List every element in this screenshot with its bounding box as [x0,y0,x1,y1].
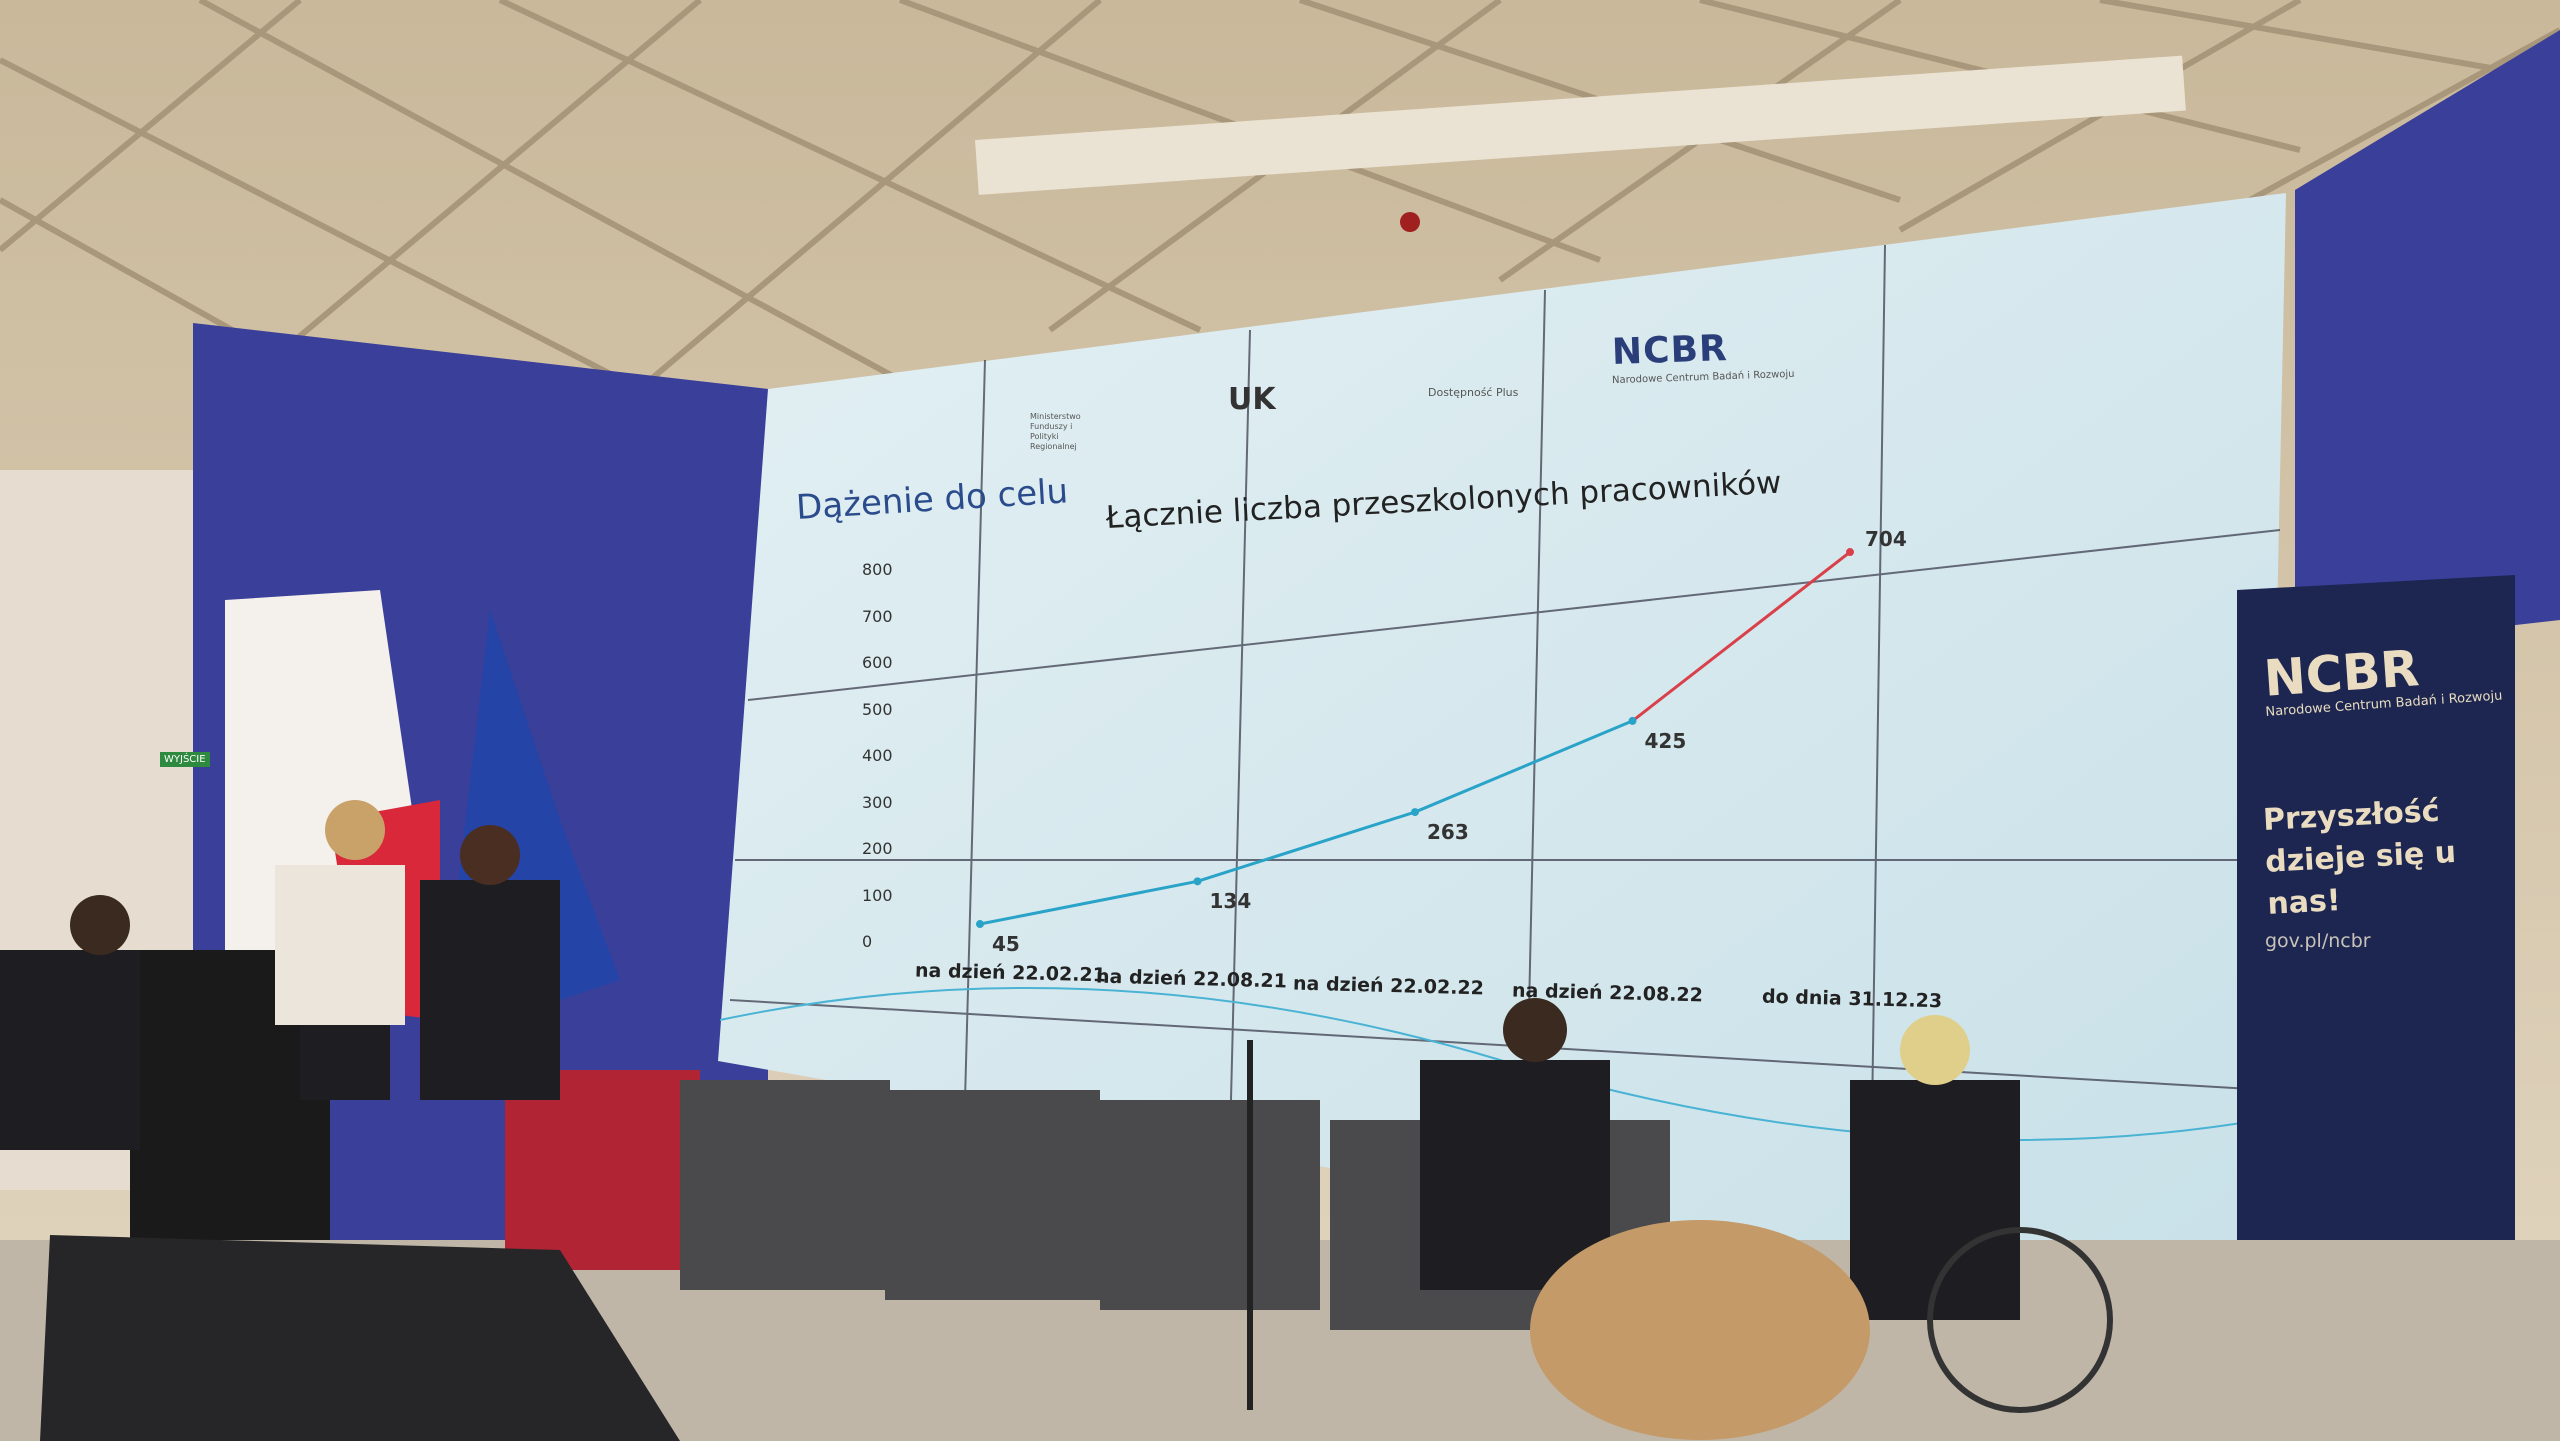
y-tick-label: 700 [862,606,893,626]
projector-housing [975,55,2186,195]
ncbr-logo: NCBR [1611,327,1729,374]
chart-line-segment [1414,719,1634,814]
x-tick-label: do dnia 31.12.23 [1761,985,1943,1013]
exit-sign: WYJŚCIE [160,752,210,767]
uk-logo: UK [1228,382,1276,417]
chart-data-point [1193,877,1202,886]
wheelchair-wheel [1927,1227,2113,1413]
y-tick-label: 500 [862,699,893,719]
fire-alarm [1400,212,1420,232]
y-tick-label: 0 [862,932,873,951]
backdrop-right [2295,30,2560,650]
chart-data-point [976,920,984,929]
chart-data-point [1628,716,1637,725]
y-tick-label: 200 [862,839,893,858]
ncbr-standee [2237,575,2515,1441]
y-tick-label: 100 [862,885,893,905]
chart-data-point [1411,808,1419,817]
line-chart [976,548,1854,929]
chart-data-point [1846,548,1854,557]
chart-line-segment [1197,810,1416,883]
data-label: 425 [1644,728,1687,753]
audience-head [1530,1220,1870,1440]
chart-line-segment [1631,550,1851,723]
y-tick-label: 400 [862,746,893,765]
y-tick-label: 800 [862,560,893,579]
dostepnosc-plus-logo: Dostępność Plus [1428,386,1519,399]
standee-url: gov.pl/ncbr [2265,930,2371,952]
ministry-logo: Ministerstwo Funduszy i Polityki Regiona… [1030,412,1081,451]
data-label: 704 [1865,527,1907,552]
projection-screen [718,193,2286,1331]
y-tick-label: 600 [862,653,893,672]
data-label: 263 [1427,820,1469,845]
y-tick-label: 300 [862,792,893,812]
people [0,800,2020,1320]
data-label: 134 [1209,889,1252,914]
red-armchair [505,1070,700,1270]
data-label: 45 [992,932,1020,957]
chart-line-segment [979,879,1198,926]
standee-slogan: Przyszłość dzieje się u nas! [2262,793,2457,922]
monitor-foreground [40,1235,680,1441]
